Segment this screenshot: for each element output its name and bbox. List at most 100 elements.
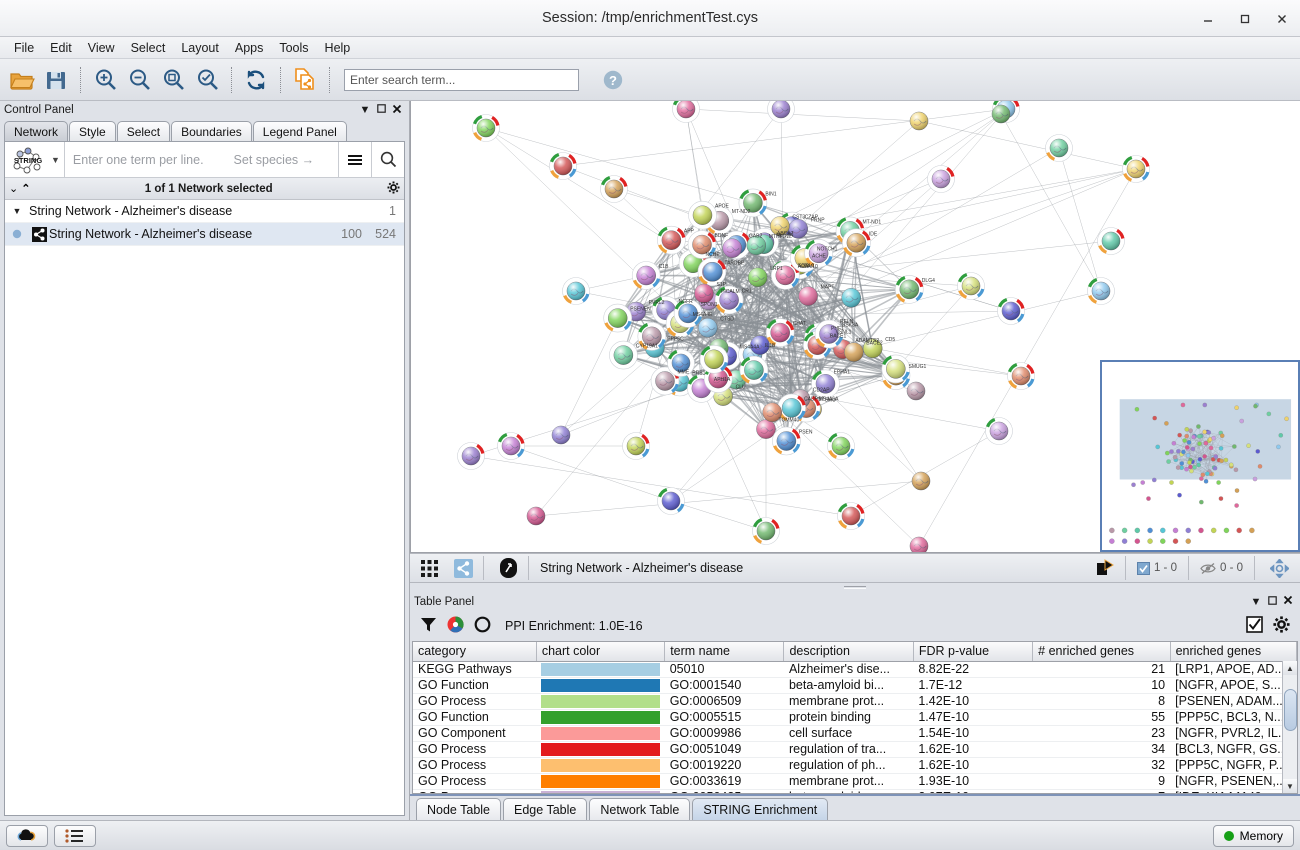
string-species-caret-icon[interactable]: ▼ — [51, 154, 60, 165]
table-row[interactable]: KEGG Pathways 05010 Alzheimer's dise... 8.8… — [413, 661, 1297, 678]
cell-term-name: GO:0050435 — [664, 789, 784, 793]
col-enriched-genes[interactable]: enriched genes — [1170, 642, 1297, 662]
control-panel-float-icon[interactable] — [373, 104, 389, 116]
pie-chart-icon[interactable] — [447, 616, 464, 636]
string-species-label[interactable]: Set species → — [233, 152, 315, 167]
tab-string-enrichment[interactable]: STRING Enrichment — [692, 798, 829, 820]
open-session-icon[interactable] — [6, 64, 38, 96]
table-row[interactable]: GO Function GO:0001540 beta-amyloid bi... 1… — [413, 677, 1297, 694]
network-overview-panel[interactable] — [1100, 360, 1300, 552]
menu-file[interactable]: File — [14, 40, 35, 55]
splitter-handle[interactable] — [410, 583, 1300, 592]
tab-legend-panel[interactable]: Legend Panel — [252, 121, 347, 141]
main-body: Control Panel ▼ Network Style Select Bou… — [0, 101, 1300, 820]
menu-view[interactable]: View — [87, 40, 115, 55]
string-term-input[interactable]: Enter one term per line. Set species → — [63, 142, 338, 177]
help-icon[interactable]: ? — [597, 64, 629, 96]
col-enriched-count[interactable]: # enriched genes — [1032, 642, 1171, 662]
list-icon[interactable] — [54, 824, 96, 847]
col-category[interactable]: category — [413, 642, 537, 662]
svg-text:GSK3A: GSK3A — [842, 323, 859, 329]
control-panel-dropdown-icon[interactable]: ▼ — [359, 104, 371, 116]
minimize-button[interactable] — [1198, 9, 1218, 29]
selected-nodes-status[interactable]: 1 - 0 — [1131, 561, 1183, 575]
table-vertical-scrollbar[interactable]: ▲ ▼ — [1282, 661, 1297, 793]
tab-select[interactable]: Select — [116, 121, 171, 141]
table-panel-close-icon[interactable] — [1280, 595, 1296, 608]
expand-all-icon[interactable]: ⌃ — [21, 183, 31, 195]
menu-apps[interactable]: Apps — [234, 40, 264, 55]
cell-term-name: GO:0019220 — [664, 757, 784, 774]
cell-chart-color — [536, 789, 665, 793]
network-thumbnail-icon[interactable] — [448, 555, 478, 581]
zoom-in-icon[interactable] — [89, 64, 121, 96]
network-view[interactable]: MT-ND2 MT-ND1 VSNL1 GAB2 PRS1 C1B ABCA7 CHAT ACH… — [410, 101, 1300, 553]
tab-network-table[interactable]: Network Table — [589, 798, 691, 820]
menu-tools[interactable]: Tools — [279, 40, 309, 55]
cell-category: GO Process — [413, 773, 537, 790]
zoom-fit-selected-icon[interactable] — [191, 64, 223, 96]
menu-layout[interactable]: Layout — [181, 40, 219, 55]
col-chart-color[interactable]: chart color — [536, 642, 666, 662]
cloud-icon[interactable] — [6, 824, 48, 847]
table-row[interactable]: GO Process GO:0051049 regulation of tra...… — [413, 741, 1297, 758]
menu-select[interactable]: Select — [130, 40, 166, 55]
table-row[interactable]: GO Process GO:0050435beta-amyloid m...2.0… — [413, 789, 1297, 793]
table-row[interactable]: GO Component GO:0009986 cell surface 1.54E-… — [413, 725, 1297, 742]
table-row[interactable]: GO Function GO:0005515 protein binding 1.47… — [413, 709, 1297, 726]
scroll-up-arrow-icon[interactable]: ▲ — [1282, 661, 1297, 675]
string-search-bar: STRING ▼ Enter one term per line. Set sp… — [5, 142, 404, 178]
col-fdr-pvalue[interactable]: FDR p-value — [913, 642, 1034, 662]
table-panel-dropdown-icon[interactable]: ▼ — [1250, 595, 1262, 608]
pan-tool-icon[interactable] — [1264, 555, 1294, 581]
tree-child-row[interactable]: String Network - Alzheimer's disease 100… — [5, 223, 404, 246]
select-all-checkbox-icon[interactable] — [1246, 616, 1263, 636]
overview-canvas[interactable] — [1102, 362, 1298, 550]
zoom-fit-network-icon[interactable] — [157, 64, 189, 96]
col-term-name[interactable]: term name — [664, 642, 785, 662]
collapse-all-icon[interactable]: ⌄ — [9, 183, 19, 195]
tree-root-row[interactable]: ▼ String Network - Alzheimer's disease 1 — [5, 200, 404, 223]
export-view-icon[interactable] — [1090, 555, 1120, 581]
tree-expand-arrow-icon[interactable]: ▼ — [12, 206, 22, 216]
scroll-down-arrow-icon[interactable]: ▼ — [1282, 779, 1297, 793]
col-description[interactable]: description — [783, 642, 914, 662]
refresh-icon[interactable] — [240, 64, 272, 96]
zoom-out-icon[interactable] — [123, 64, 155, 96]
tab-boundaries[interactable]: Boundaries — [171, 121, 252, 141]
network-annotation-icon[interactable] — [493, 555, 523, 581]
control-panel-close-icon[interactable] — [389, 104, 405, 117]
string-logo-icon[interactable]: STRING — [5, 143, 51, 177]
table-panel-float-icon[interactable] — [1264, 595, 1280, 608]
export-network-icon[interactable] — [289, 64, 321, 96]
maximize-button[interactable] — [1235, 9, 1255, 29]
tab-node-table[interactable]: Node Table — [416, 798, 502, 820]
tree-child-label: String Network - Alzheimer's disease — [49, 227, 253, 241]
svg-text:PRNP: PRNP — [811, 217, 826, 223]
cell-enriched-genes: [NGFR, PSENEN,... — [1170, 773, 1297, 790]
donut-chart-icon[interactable] — [474, 616, 491, 636]
tab-network[interactable]: Network — [4, 121, 69, 141]
search-input[interactable]: Enter search term... — [344, 68, 579, 91]
scroll-thumb[interactable] — [1283, 689, 1297, 731]
hidden-nodes-status[interactable]: 0 - 0 — [1194, 562, 1249, 575]
table-row[interactable]: GO Process GO:0019220 regulation of ph... 1… — [413, 757, 1297, 774]
table-row[interactable]: GO Process GO:0006509 membrane prot... 1.42… — [413, 693, 1297, 710]
chart-color-swatch — [541, 758, 660, 772]
close-button[interactable] — [1272, 9, 1292, 29]
menu-help[interactable]: Help — [324, 40, 351, 55]
network-settings-gear-icon[interactable] — [387, 180, 400, 197]
menu-edit[interactable]: Edit — [50, 40, 72, 55]
grid-view-icon[interactable] — [414, 555, 444, 581]
string-search-icon[interactable] — [371, 142, 404, 177]
gear-icon[interactable] — [1273, 616, 1290, 636]
tab-edge-table[interactable]: Edge Table — [503, 798, 588, 820]
cell-term-name: GO:0009986 — [664, 725, 784, 742]
cell-fdr-pvalue: 1.62E-10 — [913, 741, 1033, 758]
table-row[interactable]: GO Process GO:0033619 membrane prot... 1.93… — [413, 773, 1297, 790]
string-options-icon[interactable] — [338, 142, 371, 177]
memory-button[interactable]: Memory — [1212, 824, 1294, 847]
filter-icon[interactable] — [420, 616, 437, 636]
tab-style[interactable]: Style — [69, 121, 116, 141]
save-session-icon[interactable] — [40, 64, 72, 96]
